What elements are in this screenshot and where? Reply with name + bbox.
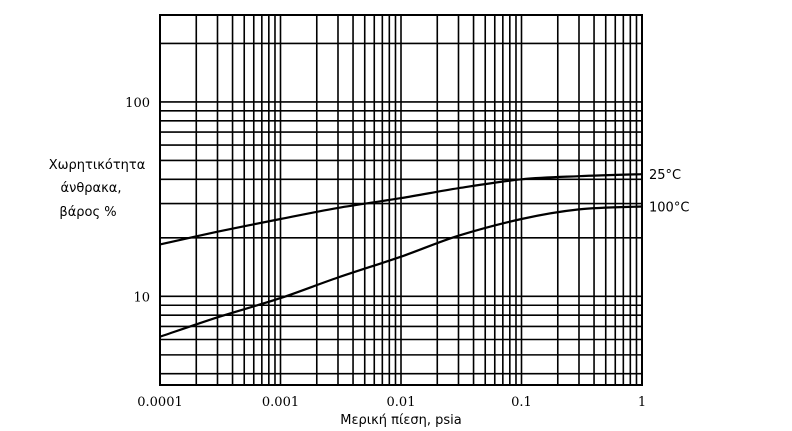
x-tick-labels: 0.0001 0.001 0.01 0.1 1	[137, 395, 646, 410]
series-line-1	[159, 205, 643, 338]
x-tick-label: 0.01	[387, 395, 416, 410]
y-tick-labels: 10 100	[125, 96, 150, 305]
grid	[160, 15, 642, 385]
y-axis-label-line-3: βάρος %	[59, 205, 116, 220]
x-tick-label: 1	[638, 395, 646, 410]
x-tick-label: 0.1	[511, 395, 532, 410]
y-axis-label-line-2: άνθρακα,	[61, 181, 122, 196]
series-labels: 25°C 100°C	[649, 168, 689, 215]
series-label-1: 100°C	[649, 200, 689, 215]
plot-frame	[159, 14, 643, 386]
x-tick-label: 0.0001	[137, 395, 183, 410]
series-label-0: 25°C	[649, 168, 681, 183]
y-axis-label: Χωρητικότητα άνθρακα, βάρος %	[49, 158, 146, 220]
y-tick-label: 10	[133, 290, 150, 305]
x-axis-label: Μερική πίεση, psia	[340, 413, 462, 428]
x-tick-label: 0.001	[262, 395, 299, 410]
y-tick-label: 100	[125, 96, 150, 111]
series-lines	[159, 173, 643, 338]
series-line-0	[159, 173, 643, 246]
y-axis-label-line-1: Χωρητικότητα	[49, 158, 146, 173]
